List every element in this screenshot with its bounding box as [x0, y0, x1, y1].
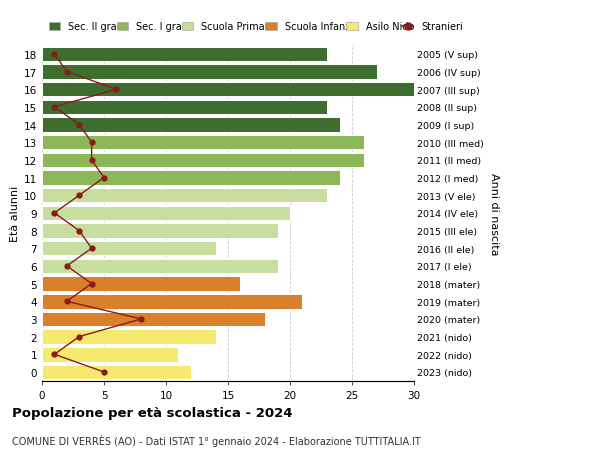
- Bar: [42, 365, 191, 380]
- Bar: [42, 330, 215, 344]
- Bar: [42, 83, 414, 97]
- Bar: [42, 101, 327, 115]
- Bar: [42, 277, 241, 291]
- Text: Popolazione per età scolastica - 2024: Popolazione per età scolastica - 2024: [12, 406, 293, 419]
- Bar: [42, 171, 340, 185]
- Bar: [42, 294, 302, 309]
- Bar: [42, 153, 364, 168]
- Bar: [42, 136, 364, 150]
- Bar: [42, 241, 215, 256]
- Text: COMUNE DI VERRÈS (AO) - Dati ISTAT 1° gennaio 2024 - Elaborazione TUTTITALIA.IT: COMUNE DI VERRÈS (AO) - Dati ISTAT 1° ge…: [12, 434, 421, 446]
- Bar: [42, 189, 327, 203]
- Bar: [42, 47, 327, 62]
- Bar: [42, 347, 178, 362]
- Bar: [42, 206, 290, 221]
- Bar: [42, 118, 340, 133]
- Bar: [42, 259, 278, 274]
- Bar: [42, 312, 265, 326]
- Bar: [42, 65, 377, 79]
- Y-axis label: Età alunni: Età alunni: [10, 185, 20, 241]
- Y-axis label: Anni di nascita: Anni di nascita: [489, 172, 499, 255]
- Legend: Sec. II grado, Sec. I grado, Scuola Primaria, Scuola Infanzia, Asilo Nido, Stran: Sec. II grado, Sec. I grado, Scuola Prim…: [47, 21, 465, 34]
- Bar: [42, 224, 278, 238]
